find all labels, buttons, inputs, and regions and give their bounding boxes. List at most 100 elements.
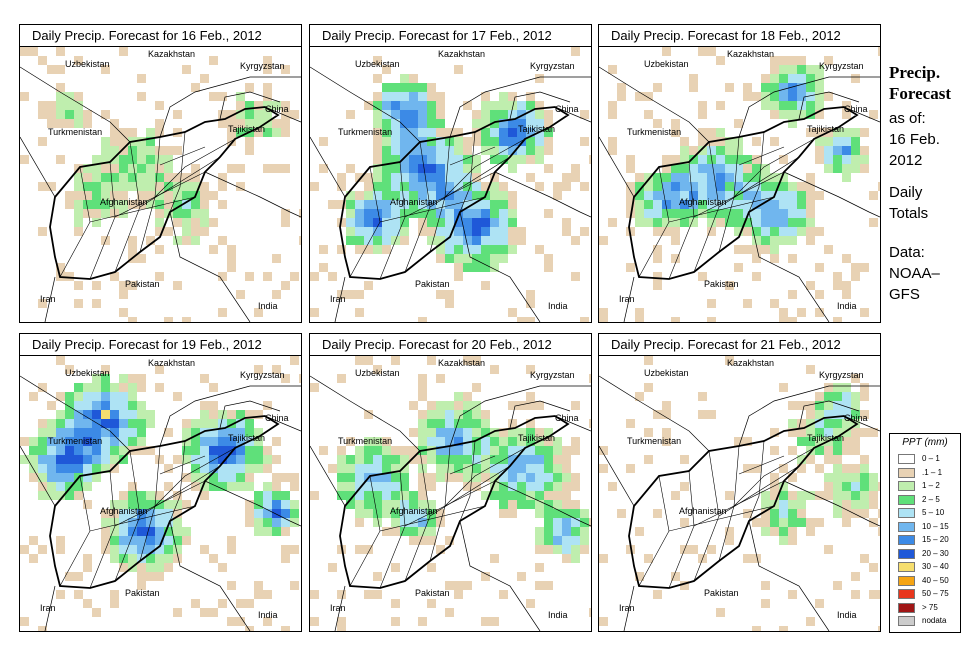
precip-cell (815, 419, 824, 428)
precip-cell (128, 200, 137, 209)
country-border (204, 480, 301, 527)
precip-cell (272, 365, 281, 374)
precip-cell (815, 392, 824, 401)
precip-cell (851, 410, 860, 419)
precip-cell (83, 164, 92, 173)
country-label-uzbekistan: Uzbekistan (65, 59, 110, 69)
precip-cell (770, 473, 779, 482)
precip-cell (662, 47, 671, 56)
precip-cell (544, 263, 553, 272)
precip-cell (535, 137, 544, 146)
precip-cell (481, 464, 490, 473)
precip-cell (869, 491, 878, 500)
precip-cell (472, 137, 481, 146)
precip-cell (626, 182, 635, 191)
precip-cell (752, 626, 761, 631)
precip-cell (481, 119, 490, 128)
precip-cell (806, 446, 815, 455)
precip-cell (454, 263, 463, 272)
precip-cell (833, 272, 842, 281)
precip-cell (182, 428, 191, 437)
precip-cell (155, 563, 164, 572)
precip-cell (400, 173, 409, 182)
precip-cell (56, 446, 65, 455)
precip-cell (671, 119, 680, 128)
precip-cell (517, 572, 526, 581)
precip-cell (815, 110, 824, 119)
precip-cell (155, 272, 164, 281)
precip-cell (155, 500, 164, 509)
precip-cell (833, 419, 842, 428)
precip-cell (481, 92, 490, 101)
precip-cell (680, 155, 689, 164)
precip-cell (833, 464, 842, 473)
precip-cell (752, 209, 761, 218)
precip-cell (346, 209, 355, 218)
precip-cell (173, 182, 182, 191)
precip-cell (409, 74, 418, 83)
precip-cell (47, 110, 56, 119)
precip-cell (472, 227, 481, 236)
precip-cell (653, 590, 662, 599)
precip-cell (209, 455, 218, 464)
precip-cell (119, 500, 128, 509)
precip-cell (110, 272, 119, 281)
precip-cell (155, 245, 164, 254)
precip-cell (227, 437, 236, 446)
precip-cell (445, 173, 454, 182)
precip-cell (806, 401, 815, 410)
precip-cell (74, 590, 83, 599)
precip-cell (617, 509, 626, 518)
precip-cell (74, 464, 83, 473)
precip-cell (797, 227, 806, 236)
precip-cell (101, 200, 110, 209)
precip-cell (635, 317, 644, 322)
precip-cell (400, 200, 409, 209)
precip-cell (562, 455, 571, 464)
precip-cell (725, 182, 734, 191)
country-border (798, 91, 860, 120)
precip-cell (707, 218, 716, 227)
precip-cell (770, 491, 779, 500)
precip-cells (20, 47, 301, 322)
precip-cell (562, 527, 571, 536)
precip-cell (137, 164, 146, 173)
precip-cell (535, 101, 544, 110)
legend-swatch (898, 589, 915, 599)
precip-cell (346, 200, 355, 209)
map-canvas: UzbekistanKazakhstanKyrgyzstanChinaTurkm… (20, 47, 301, 322)
precip-cell (815, 263, 824, 272)
precip-cell (680, 137, 689, 146)
precip-cell (662, 410, 671, 419)
precip-cell (427, 128, 436, 137)
precip-cell (770, 56, 779, 65)
precip-cell (734, 173, 743, 182)
precip-cell (382, 245, 391, 254)
country-label-kyrgyzstan: Kyrgyzstan (819, 370, 864, 380)
precip-cell (535, 464, 544, 473)
precip-cell (146, 164, 155, 173)
precip-cell (83, 473, 92, 482)
precip-cell (788, 227, 797, 236)
province-border (429, 156, 511, 208)
precip-cell (218, 464, 227, 473)
precip-cell (662, 164, 671, 173)
precip-cell (508, 482, 517, 491)
precip-cell (824, 491, 833, 500)
precip-cell (92, 383, 101, 392)
precip-cell (110, 599, 119, 608)
precip-cell (544, 110, 553, 119)
precip-cell (716, 200, 725, 209)
precip-cell (254, 428, 263, 437)
precip-cell (272, 491, 281, 500)
legend-item: > 75 (898, 602, 958, 614)
precip-cell (355, 482, 364, 491)
precip-cell (65, 437, 74, 446)
precip-cell (164, 563, 173, 572)
precip-cell (382, 101, 391, 110)
precip-cell (788, 509, 797, 518)
precip-cell (128, 374, 137, 383)
precip-cell (92, 155, 101, 164)
precip-cell (155, 101, 164, 110)
precip-cell (92, 428, 101, 437)
